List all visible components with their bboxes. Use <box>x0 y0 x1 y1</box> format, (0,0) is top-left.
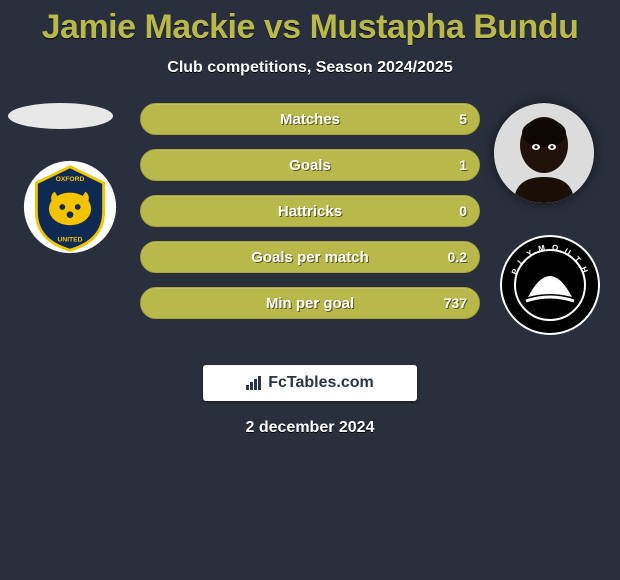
stat-bar-goals-per-match: Goals per match 0.2 <box>140 241 480 273</box>
stat-label: Hattricks <box>141 196 479 226</box>
stat-bar-hattricks: Hattricks 0 <box>140 195 480 227</box>
stat-right-value: 1 <box>459 150 467 180</box>
stat-bar-goals: Goals 1 <box>140 149 480 181</box>
stat-right-value: 737 <box>444 288 467 318</box>
stat-label: Goals <box>141 150 479 180</box>
stat-bars: Matches 5 Goals 1 Hattricks 0 Goals per … <box>140 103 480 333</box>
subtitle: Club competitions, Season 2024/2025 <box>0 59 620 77</box>
stat-bar-min-per-goal: Min per goal 737 <box>140 287 480 319</box>
comparison-stage: OXFORD UNITED P L Y M O U T H <box>0 103 620 353</box>
club-crest-left: OXFORD UNITED <box>22 159 118 255</box>
bar-chart-icon <box>246 376 264 390</box>
stat-right-value: 0 <box>459 196 467 226</box>
page-title: Jamie Mackie vs Mustapha Bundu <box>0 0 620 47</box>
stat-right-value: 0.2 <box>448 242 467 272</box>
club-crest-right: P L Y M O U T H <box>500 235 600 335</box>
stat-bar-matches: Matches 5 <box>140 103 480 135</box>
stat-label: Min per goal <box>141 288 479 318</box>
brand-badge: FcTables.com <box>203 365 417 401</box>
brand-text: FcTables.com <box>268 374 374 392</box>
date-text: 2 december 2024 <box>0 419 620 437</box>
svg-text:OXFORD: OXFORD <box>56 176 85 183</box>
stat-label: Goals per match <box>141 242 479 272</box>
svg-text:UNITED: UNITED <box>57 237 82 244</box>
player-photo-left <box>8 103 113 129</box>
stat-right-value: 5 <box>459 104 467 134</box>
player-photo-right <box>494 103 594 203</box>
stat-label: Matches <box>141 104 479 134</box>
